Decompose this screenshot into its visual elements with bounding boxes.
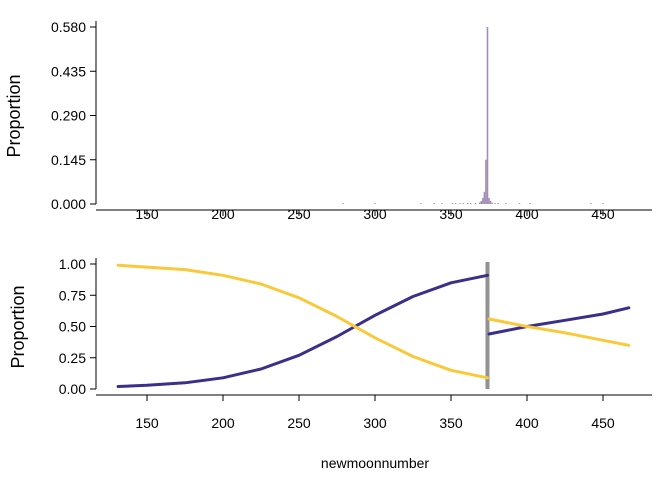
series-1-segment-1-line: [487, 317, 631, 347]
bottom-x-tick-label: 350: [439, 415, 463, 431]
histogram-bar: [469, 203, 472, 204]
histogram-bar: [486, 27, 489, 204]
top-y-tick-label: 0.580: [51, 19, 86, 35]
bottom-y-tick-label: 0.25: [59, 350, 86, 366]
histogram-bar: [482, 197, 484, 204]
bottom-y-tick-label: 0.50: [59, 319, 86, 335]
bottom-y-tick-label: 0.00: [59, 381, 86, 397]
histogram-bar: [466, 203, 469, 204]
histogram-bar: [497, 203, 499, 204]
histogram-bar: [342, 203, 344, 204]
top-x-tick-label: 350: [439, 206, 463, 222]
top-x-tick-label: 200: [211, 206, 235, 222]
histogram-bar: [529, 203, 531, 204]
top-x-tick-label: 150: [135, 206, 159, 222]
histogram-bar: [485, 159, 487, 204]
histogram-bar: [459, 203, 461, 204]
histogram-bar: [488, 197, 490, 204]
histogram-bar: [374, 203, 376, 204]
histogram-bar: [590, 203, 592, 204]
bottom-y-tick-label: 0.75: [59, 287, 86, 303]
bottom-x-tick-label: 300: [363, 415, 387, 431]
histogram-bar: [441, 203, 443, 204]
proportion-line-panel: 0.00 0.25 0.50 0.75 1.00 150 200 250 300 350 400 45…: [59, 256, 652, 431]
top-x-tick-label: 300: [363, 206, 387, 222]
top-x-tick-label: 250: [287, 206, 311, 222]
x-axis-title: newmoonnumber: [321, 455, 430, 471]
bottom-x-tick-label: 450: [591, 415, 615, 431]
histogram-bar: [483, 191, 486, 204]
bottom-x-tick-label: 150: [135, 415, 159, 431]
series-0-segment-1-line: [487, 306, 631, 336]
histogram-bar: [419, 203, 422, 204]
histogram-bar: [504, 203, 507, 204]
top-x-tick-label: 400: [515, 206, 539, 222]
histogram-bar: [489, 200, 492, 204]
histogram-panel: 0.000 0.145 0.290 0.435 0.580 150 200 250 300 350…: [51, 19, 652, 222]
series-1-segment-0-line: [116, 263, 489, 380]
top-y-axis-title: Proportion: [4, 74, 24, 157]
histogram-bar: [494, 203, 496, 204]
bottom-y-axis-title: Proportion: [8, 285, 28, 368]
histogram-bar: [454, 203, 457, 204]
top-y-tick-label: 0.145: [51, 152, 86, 168]
top-y-tick-label: 0.290: [51, 108, 86, 124]
bottom-x-tick-label: 200: [211, 415, 235, 431]
histogram-bar: [479, 202, 481, 204]
histogram-bar: [518, 203, 521, 204]
histogram-bar: [480, 200, 483, 204]
bottom-x-tick-label: 400: [515, 415, 539, 431]
histogram-bar: [474, 203, 477, 204]
histogram-bar: [602, 203, 604, 204]
histogram-bar: [451, 203, 454, 204]
top-y-tick-label: 0.435: [51, 63, 86, 79]
bottom-y-tick-label: 1.00: [59, 256, 86, 272]
histogram-bar: [491, 202, 493, 204]
histogram-bar: [462, 203, 464, 204]
histogram-bar: [433, 203, 436, 204]
top-x-tick-label: 450: [591, 206, 615, 222]
top-y-tick-label: 0.000: [51, 196, 86, 212]
bottom-x-tick-label: 250: [287, 415, 311, 431]
series-0-segment-0-line: [116, 273, 489, 388]
